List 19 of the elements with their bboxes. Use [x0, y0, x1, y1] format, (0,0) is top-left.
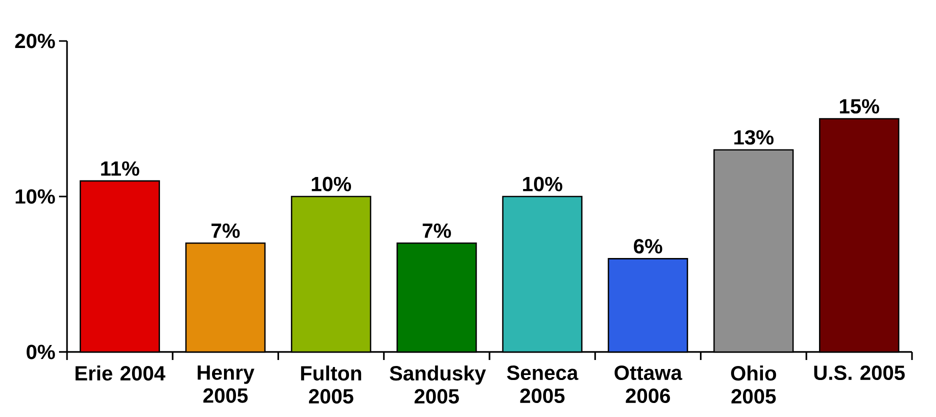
data-label: 11%: [101, 161, 140, 176]
data-label: 10%: [523, 176, 562, 192]
data-label: 7%: [422, 224, 451, 238]
x-tick-label: Henry 2005: [198, 366, 254, 403]
x-tick-label: Sandusky 2005: [390, 366, 486, 404]
x-tick-label: U.S. 2005: [814, 366, 905, 380]
y-tick-label: 20%: [15, 34, 55, 48]
y-tick-label: 10%: [16, 189, 55, 204]
x-tick-label: Erie 2004: [76, 366, 166, 381]
x-tick-label: Fulton 2005: [301, 366, 362, 404]
data-label: 15%: [840, 99, 880, 114]
x-tick-label: Ottawa 2006: [614, 366, 682, 404]
y-tick-label: 0%: [26, 344, 55, 360]
x-tick-label: Seneca 2005: [507, 366, 578, 404]
data-label: 10%: [312, 176, 352, 192]
data-label: 6%: [634, 238, 662, 254]
x-tick-label: Ohio 2005: [731, 366, 776, 404]
data-label: 13%: [734, 130, 774, 145]
data-label: 7%: [212, 224, 240, 238]
